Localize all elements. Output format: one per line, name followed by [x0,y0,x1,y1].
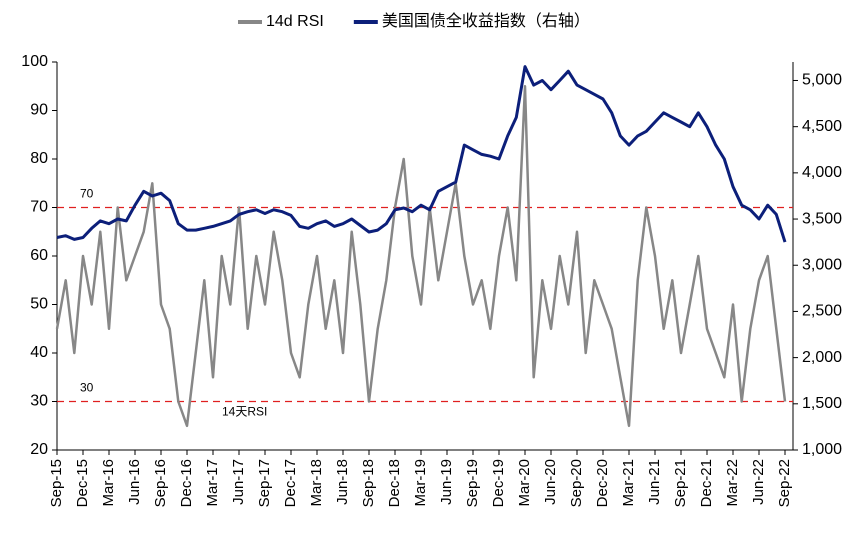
annotation: 14天RSI [222,405,267,419]
x-tick-label: Dec-16 [178,459,195,507]
y2-tick-label: 1,000 [802,441,842,458]
y2-tick-label: 3,000 [802,256,842,273]
x-tick-label: Jun-22 [750,459,767,505]
x-tick-label: Mar-19 [412,459,429,507]
x-tick-label: Dec-19 [490,459,507,507]
series-line [56,65,787,243]
y2-tick-label: 4,000 [802,164,842,181]
y2-tick-label: 1,500 [802,395,842,412]
y2-tick-label: 3,500 [802,210,842,227]
x-tick-label: Sep-18 [360,459,377,507]
y2-tick-label: 2,000 [802,349,842,366]
y-tick-label: 40 [30,344,48,361]
x-tick-label: Sep-15 [48,459,65,507]
x-tick-label: Dec-17 [282,459,299,507]
x-tick-label: Sep-22 [776,459,793,507]
x-tick-label: Sep-16 [152,459,169,507]
y2-tick-label: 4,500 [802,118,842,135]
x-tick-label: Mar-16 [100,459,117,507]
x-tick-label: Sep-19 [464,459,481,507]
x-tick-label: Sep-21 [672,459,689,507]
x-tick-label: Jun-19 [438,459,455,505]
legend-label: 美国国债全收益指数（右轴） [382,12,590,30]
x-tick-label: Sep-20 [568,459,585,507]
x-tick-label: Jun-21 [646,459,663,505]
x-tick-label: Dec-20 [594,459,611,507]
x-tick-label: Jun-18 [334,459,351,505]
y-tick-label: 80 [30,150,48,167]
reference-label: 70 [80,187,94,201]
x-tick-label: Dec-15 [74,459,91,507]
y-tick-label: 90 [30,102,48,119]
y2-tick-label: 5,000 [802,72,842,89]
x-tick-label: Jun-20 [542,459,559,505]
y-tick-label: 50 [30,296,48,313]
y-tick-label: 60 [30,247,48,264]
x-tick-label: Dec-18 [386,459,403,507]
reference-label: 30 [80,381,94,395]
x-tick-label: Jun-16 [126,459,143,505]
series-line [55,85,787,428]
y-tick-label: 20 [30,441,48,458]
x-tick-label: Mar-17 [204,459,221,507]
x-tick-label: Jun-17 [230,459,247,505]
x-tick-label: Sep-17 [256,459,273,507]
x-tick-label: Mar-22 [724,459,741,507]
y-tick-label: 30 [30,393,48,410]
x-tick-label: Mar-18 [308,459,325,507]
x-tick-label: Mar-21 [620,459,637,507]
x-tick-label: Dec-21 [698,459,715,507]
legend-label: 14d RSI [266,13,324,30]
y2-tick-label: 2,500 [802,303,842,320]
y-tick-label: 70 [30,199,48,216]
y-tick-label: 100 [21,53,48,70]
x-tick-label: Mar-20 [516,459,533,507]
